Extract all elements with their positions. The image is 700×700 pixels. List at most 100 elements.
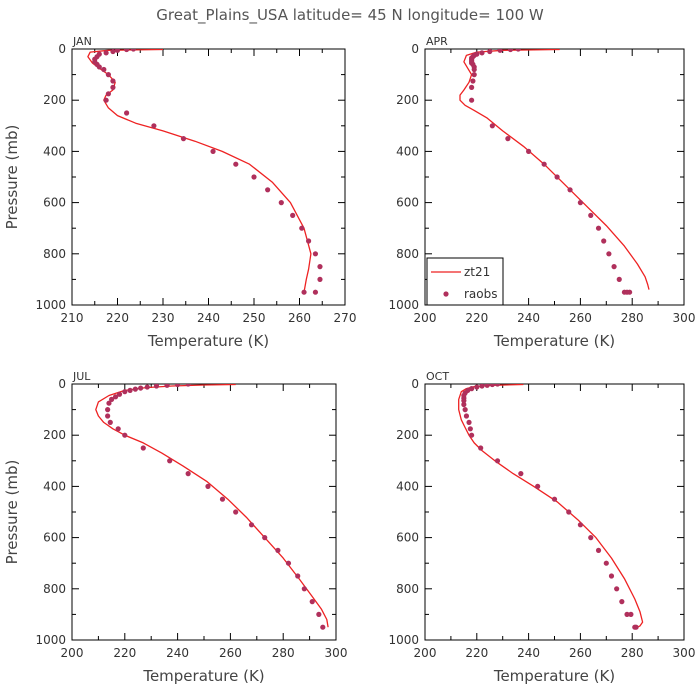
x-axis-title: Temperature (K): [493, 667, 615, 685]
y-tick-label: 400: [43, 144, 66, 158]
x-tick-label: 210: [61, 311, 84, 325]
data-point-raobs: [566, 509, 572, 515]
data-point-raobs: [601, 238, 607, 244]
x-tick-label: 260: [569, 646, 592, 660]
plot-area: [459, 49, 650, 295]
data-point-raobs: [205, 483, 211, 489]
x-axis-title: Temperature (K): [142, 667, 264, 685]
data-point-raobs: [316, 611, 322, 618]
data-point-raobs: [507, 49, 514, 53]
panel-label: OCT: [426, 370, 449, 383]
x-tick-label: 300: [325, 646, 348, 660]
data-point-raobs: [109, 396, 115, 402]
data-point-raobs: [619, 599, 625, 605]
data-point-raobs: [219, 496, 226, 502]
data-point-raobs: [588, 535, 594, 541]
y-tick-label: 600: [43, 196, 66, 210]
data-point-raobs: [478, 445, 484, 451]
data-point-raobs: [115, 426, 121, 432]
data-point-raobs: [628, 611, 634, 618]
data-point-raobs: [606, 251, 612, 257]
data-point-raobs: [497, 49, 503, 53]
data-point-raobs: [285, 560, 292, 566]
data-point-raobs: [210, 148, 216, 154]
x-tick-label: 280: [621, 646, 644, 660]
data-point-raobs: [471, 66, 477, 73]
y-tick-label: 200: [43, 93, 66, 107]
data-point-raobs: [185, 471, 191, 477]
data-point-raobs: [151, 123, 157, 129]
data-point-raobs: [164, 384, 170, 388]
data-point-raobs: [144, 384, 150, 390]
data-point-raobs: [122, 432, 128, 438]
legend-label-model: zt21: [464, 265, 490, 279]
data-point-raobs: [105, 413, 111, 419]
y-tick-label: 1000: [388, 633, 419, 647]
data-point-raobs: [467, 426, 473, 432]
legend-box: [426, 257, 504, 306]
y-tick-label: 800: [43, 582, 66, 596]
data-point-raobs: [110, 78, 116, 84]
data-point-raobs: [461, 398, 467, 404]
x-tick-label: 220: [465, 646, 488, 660]
data-point-raobs: [110, 84, 116, 90]
x-tick-label: 220: [465, 311, 488, 325]
x-axis-title: Temperature (K): [493, 332, 615, 350]
x-tick-label: 230: [152, 311, 175, 325]
data-point-raobs: [299, 225, 305, 231]
data-point-raobs: [470, 78, 476, 84]
series-line-zt21: [87, 49, 312, 293]
y-tick-label: 1000: [388, 298, 419, 312]
x-tick-label: 260: [288, 311, 311, 325]
data-point-raobs: [116, 391, 123, 397]
data-point-raobs: [122, 389, 128, 395]
data-point-raobs: [112, 394, 119, 400]
data-point-raobs: [471, 72, 477, 78]
panel-jul: JUL 200 220 240 260 280 300 0 200 400 600 800 1000 Te…: [3, 370, 347, 685]
data-point-raobs: [484, 384, 490, 388]
y-tick-label: 600: [396, 196, 419, 210]
plot-area: [458, 384, 644, 630]
data-point-raobs: [320, 624, 326, 630]
data-point-raobs: [489, 123, 495, 129]
x-tick-label: 260: [219, 646, 242, 660]
data-point-raobs: [124, 110, 130, 116]
data-point-raobs: [262, 535, 268, 541]
data-point-raobs: [114, 49, 121, 53]
panel-jan: JAN 210 220 230 240 250 260 270 0 200 400 600 800 100…: [3, 35, 356, 350]
legend: zt21 raobs: [426, 257, 504, 306]
data-point-raobs: [463, 413, 470, 419]
y-tick-label: 400: [396, 144, 419, 158]
series-line-zt21: [458, 384, 644, 628]
data-point-raobs: [110, 49, 116, 55]
x-tick-label: 240: [166, 646, 189, 660]
data-point-raobs: [180, 136, 187, 142]
plot-frame: [424, 383, 685, 641]
x-tick-label: 300: [673, 311, 696, 325]
data-point-raobs: [138, 385, 144, 391]
data-point-raobs: [595, 547, 602, 554]
data-point-raobs: [167, 458, 173, 464]
plot-area: [87, 49, 323, 295]
x-tick-label: 300: [673, 646, 696, 660]
data-point-raobs: [541, 161, 547, 167]
data-point-raobs: [632, 624, 638, 630]
data-point-raobs: [295, 573, 301, 579]
x-axis-title: Temperature (K): [147, 332, 269, 350]
y-tick-label: 200: [396, 428, 419, 442]
x-tick-label: 220: [106, 311, 129, 325]
y-tick-label: 800: [396, 247, 419, 261]
data-point-raobs: [554, 174, 560, 180]
data-point-raobs: [105, 407, 111, 413]
series-line-zt21: [95, 384, 329, 628]
data-point-raobs: [616, 276, 622, 282]
y-tick-label: 800: [43, 247, 66, 261]
data-point-raobs: [551, 496, 558, 502]
y-tick-label: 1000: [35, 633, 66, 647]
data-point-raobs: [301, 289, 307, 295]
x-tick-label: 260: [569, 311, 592, 325]
x-tick-label: 200: [414, 311, 437, 325]
data-point-raobs: [301, 586, 307, 592]
data-point-raobs: [515, 49, 521, 52]
